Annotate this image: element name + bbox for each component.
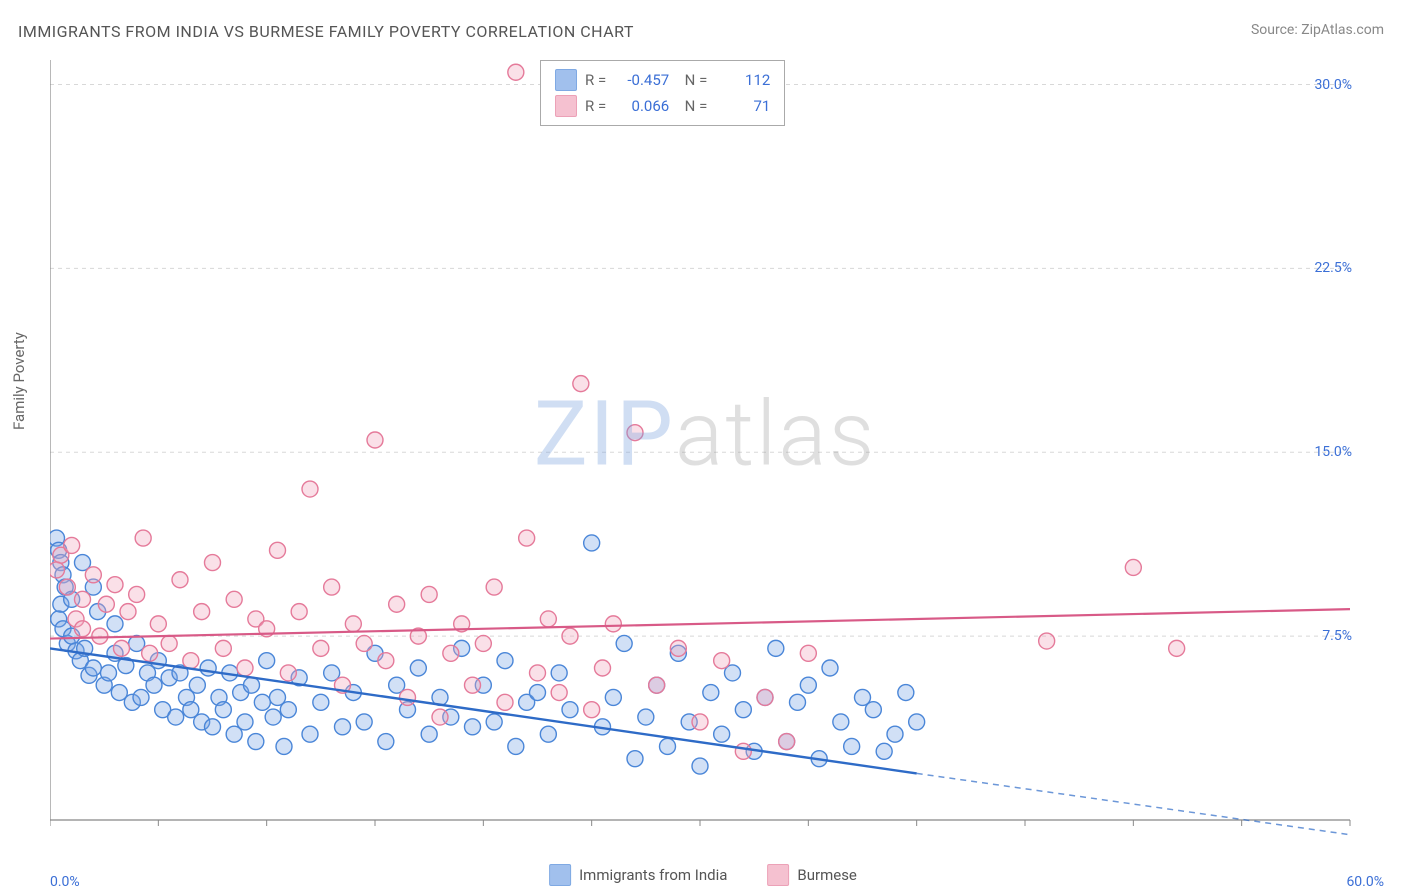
source-label: Source: ZipAtlas.com [1251,22,1384,38]
correlation-legend: R = -0.457 N = 112 R = 0.066 N = 71 [540,60,785,126]
scatter-chart [50,60,1360,840]
legend-label-india: Immigrants from India [579,866,727,884]
legend-row-india: R = -0.457 N = 112 [555,67,770,93]
r-label: R = [585,97,606,115]
n-label: N = [677,71,707,89]
legend-label-burmese: Burmese [797,866,857,884]
y-tick-label: 22.5% [1314,260,1352,276]
legend-item-india: Immigrants from India [549,864,727,886]
r-value-india: -0.457 [614,71,669,89]
x-tick-max: 60.0% [1346,874,1384,890]
x-tick-min: 0.0% [50,874,80,890]
n-value-india: 112 [715,71,770,89]
legend-item-burmese: Burmese [767,864,857,886]
legend-swatch-india-icon [549,864,571,886]
r-label: R = [585,71,606,89]
chart-title: IMMIGRANTS FROM INDIA VS BURMESE FAMILY … [18,22,634,41]
legend-swatch-india [555,69,577,91]
n-label: N = [677,97,707,115]
y-tick-label: 15.0% [1314,444,1352,460]
bottom-legend: Immigrants from India Burmese [549,864,857,886]
y-tick-label: 30.0% [1314,77,1352,93]
legend-swatch-burmese-icon [767,864,789,886]
legend-row-burmese: R = 0.066 N = 71 [555,93,770,119]
chart-area: R = -0.457 N = 112 R = 0.066 N = 71 ZIPa… [50,60,1360,840]
n-value-burmese: 71 [715,97,770,115]
r-value-burmese: 0.066 [614,97,669,115]
y-axis-label: Family Poverty [10,332,28,430]
legend-swatch-burmese [555,95,577,117]
y-tick-label: 7.5% [1322,628,1352,644]
